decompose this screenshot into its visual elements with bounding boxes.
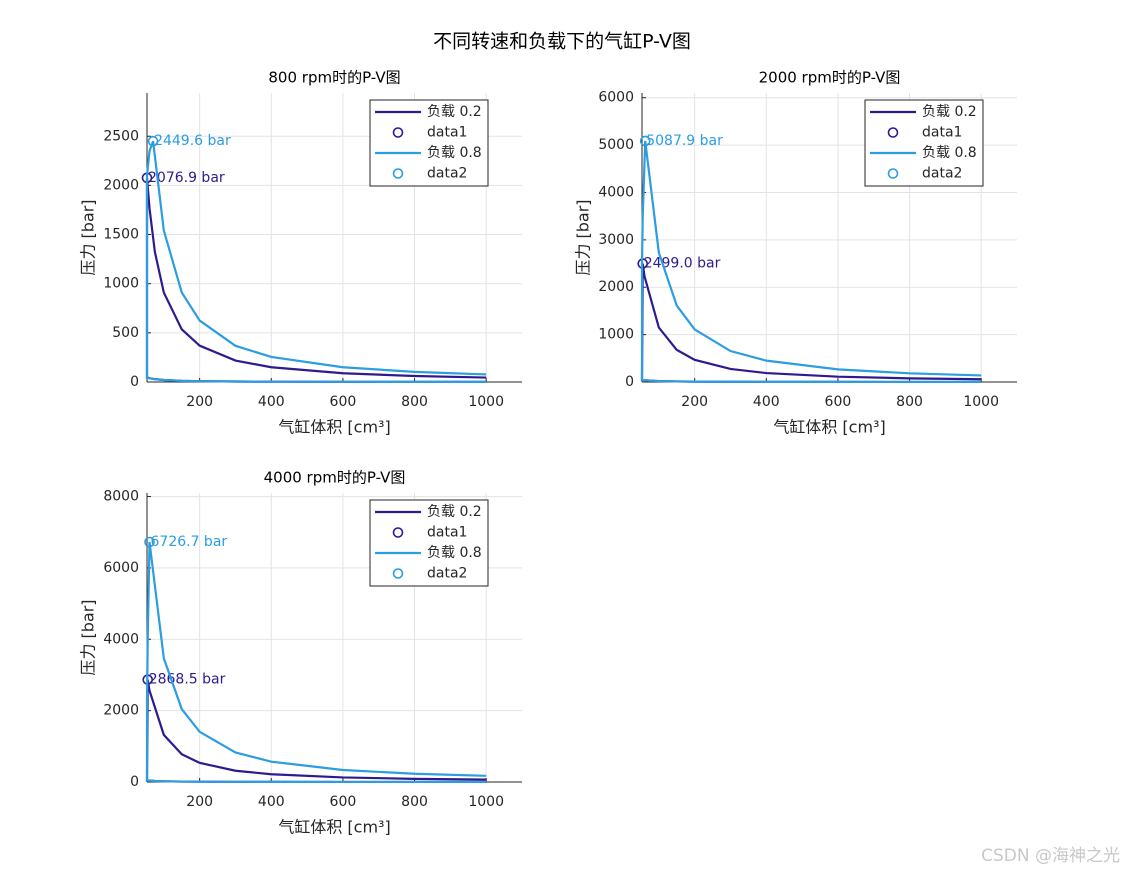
pv-curve	[145, 541, 487, 784]
legend-box	[864, 99, 984, 187]
x-tick-label: 800	[401, 794, 428, 810]
x-axis-label: 气缸体积 [cm³]	[278, 818, 390, 837]
x-tick-label: 600	[330, 394, 357, 410]
y-tick-label: 8000	[103, 489, 139, 505]
x-tick-label: 200	[186, 794, 213, 810]
y-tick-label: 1500	[103, 227, 139, 243]
legend-label: 负载 0.2	[427, 504, 482, 520]
legend-marker	[392, 127, 404, 138]
legend-label: 负载 0.8	[922, 145, 977, 161]
y-tick-label: 0	[625, 374, 634, 390]
x-tick-label: 1000	[468, 794, 504, 810]
x-tick-label: 1000	[468, 394, 504, 410]
y-tick-label: 4000	[598, 184, 634, 200]
x-tick-label: 400	[753, 394, 780, 410]
x-tick-label: 800	[401, 394, 428, 410]
peak-marker	[147, 135, 159, 147]
y-tick-label: 2000	[598, 279, 634, 295]
x-tick-label: 200	[186, 394, 213, 410]
legend-label: 负载 0.2	[922, 104, 977, 120]
legend-marker	[392, 168, 404, 179]
x-tick-label: 600	[330, 794, 357, 810]
subplot-title: 2000 rpm时的P-V图	[759, 69, 901, 87]
legend-label: data2	[427, 566, 467, 582]
legend-box	[369, 499, 489, 587]
x-tick-label: 1000	[963, 394, 999, 410]
legend-marker	[392, 568, 404, 579]
y-tick-label: 6000	[103, 560, 139, 576]
y-axis-label: 压力 [bar]	[79, 599, 98, 675]
y-tick-label: 4000	[103, 631, 139, 647]
data-label: 2499.0 bar	[644, 256, 721, 272]
y-tick-label: 6000	[598, 90, 634, 106]
legend-marker	[887, 127, 899, 138]
pv-curve	[145, 140, 487, 383]
x-tick-label: 200	[681, 394, 708, 410]
x-axis-label: 气缸体积 [cm³]	[278, 418, 390, 437]
y-tick-label: 2000	[103, 703, 139, 719]
x-tick-label: 600	[825, 394, 852, 410]
x-tick-label: 400	[258, 394, 285, 410]
data-label: 5087.9 bar	[646, 133, 723, 149]
subplot: 200 400 600 800 1000 0 1000 2000 3000 4000 5000 600…	[574, 69, 1017, 437]
legend-label: 负载 0.8	[427, 145, 482, 161]
subplot-title: 800 rpm时的P-V图	[268, 69, 400, 87]
legend-label: data2	[922, 166, 962, 182]
subplot-title: 4000 rpm时的P-V图	[264, 469, 406, 487]
x-tick-label: 400	[258, 794, 285, 810]
legend-marker	[392, 527, 404, 538]
y-tick-label: 0	[130, 374, 139, 390]
legend-label: data1	[922, 125, 962, 141]
legend-label: data2	[427, 166, 467, 182]
data-label: 2076.9 bar	[148, 170, 225, 186]
legend-label: data1	[427, 525, 467, 541]
data-label: 2868.5 bar	[149, 672, 226, 688]
y-tick-label: 5000	[598, 137, 634, 153]
y-tick-label: 1000	[598, 327, 634, 343]
legend-label: 负载 0.8	[427, 545, 482, 561]
pv-curve	[640, 140, 982, 384]
y-axis-label: 压力 [bar]	[574, 199, 593, 275]
data-label: 6726.7 bar	[151, 534, 228, 550]
y-tick-label: 2000	[103, 177, 139, 193]
legend-marker	[887, 168, 899, 179]
y-tick-label: 3000	[598, 232, 634, 248]
y-tick-label: 2500	[103, 128, 139, 144]
y-tick-label: 1000	[103, 276, 139, 292]
watermark: CSDN @海神之光	[981, 846, 1120, 866]
y-tick-label: 0	[130, 774, 139, 790]
peak-marker	[639, 135, 651, 147]
peak-marker	[144, 536, 155, 548]
x-axis-label: 气缸体积 [cm³]	[773, 418, 885, 437]
y-axis-label: 压力 [bar]	[79, 199, 98, 275]
subplot: 200 400 600 800 1000 0 500 1000 1500 2000 2500 800 …	[79, 69, 522, 437]
x-tick-label: 800	[896, 394, 923, 410]
legend-box	[369, 99, 489, 187]
data-label: 2449.6 bar	[154, 133, 231, 149]
legend-label: data1	[427, 125, 467, 141]
legend-label: 负载 0.2	[427, 104, 482, 120]
y-tick-label: 500	[112, 325, 139, 341]
figure-title: 不同转速和负载下的气缸P-V图	[433, 31, 691, 53]
subplot: 200 400 600 800 1000 0 2000 4000 6000 8000 4000 rp…	[79, 469, 522, 837]
